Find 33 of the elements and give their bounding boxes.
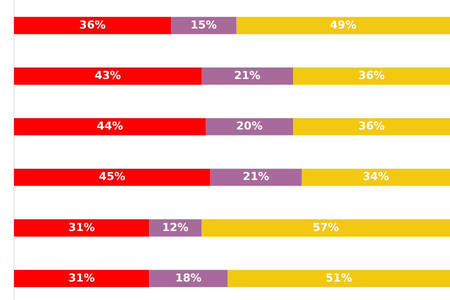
bar bbox=[14, 16, 171, 34]
data-label: 21% bbox=[242, 170, 270, 184]
bar bbox=[201, 219, 450, 236]
bar bbox=[210, 168, 302, 186]
data-label: 15% bbox=[190, 18, 217, 32]
data-label: 21% bbox=[234, 68, 260, 82]
bar bbox=[14, 270, 150, 288]
bar bbox=[228, 270, 450, 288]
data-label: 57% bbox=[312, 220, 339, 234]
data-label: 31% bbox=[68, 271, 95, 284]
data-label: 49% bbox=[330, 18, 356, 32]
data-label: 36% bbox=[358, 68, 385, 82]
data-label: 44% bbox=[96, 120, 124, 133]
data-label: 45% bbox=[98, 170, 126, 184]
bar bbox=[293, 68, 450, 85]
bar bbox=[302, 168, 450, 186]
data-label: 34% bbox=[362, 170, 390, 184]
data-label: 20% bbox=[236, 120, 263, 133]
data-label: 18% bbox=[175, 271, 202, 284]
data-label: 51% bbox=[326, 271, 352, 284]
data-label: 12% bbox=[162, 220, 188, 234]
data-label: 36% bbox=[79, 18, 106, 32]
bar bbox=[14, 168, 210, 186]
data-label: 36% bbox=[358, 120, 385, 133]
bar bbox=[14, 68, 202, 85]
data-label: 31% bbox=[68, 220, 95, 234]
bar bbox=[206, 118, 294, 136]
bar bbox=[236, 16, 450, 34]
bar bbox=[14, 219, 150, 236]
bar bbox=[201, 68, 294, 85]
bar bbox=[293, 118, 450, 136]
data-label: 43% bbox=[94, 68, 121, 82]
bar bbox=[14, 118, 206, 136]
